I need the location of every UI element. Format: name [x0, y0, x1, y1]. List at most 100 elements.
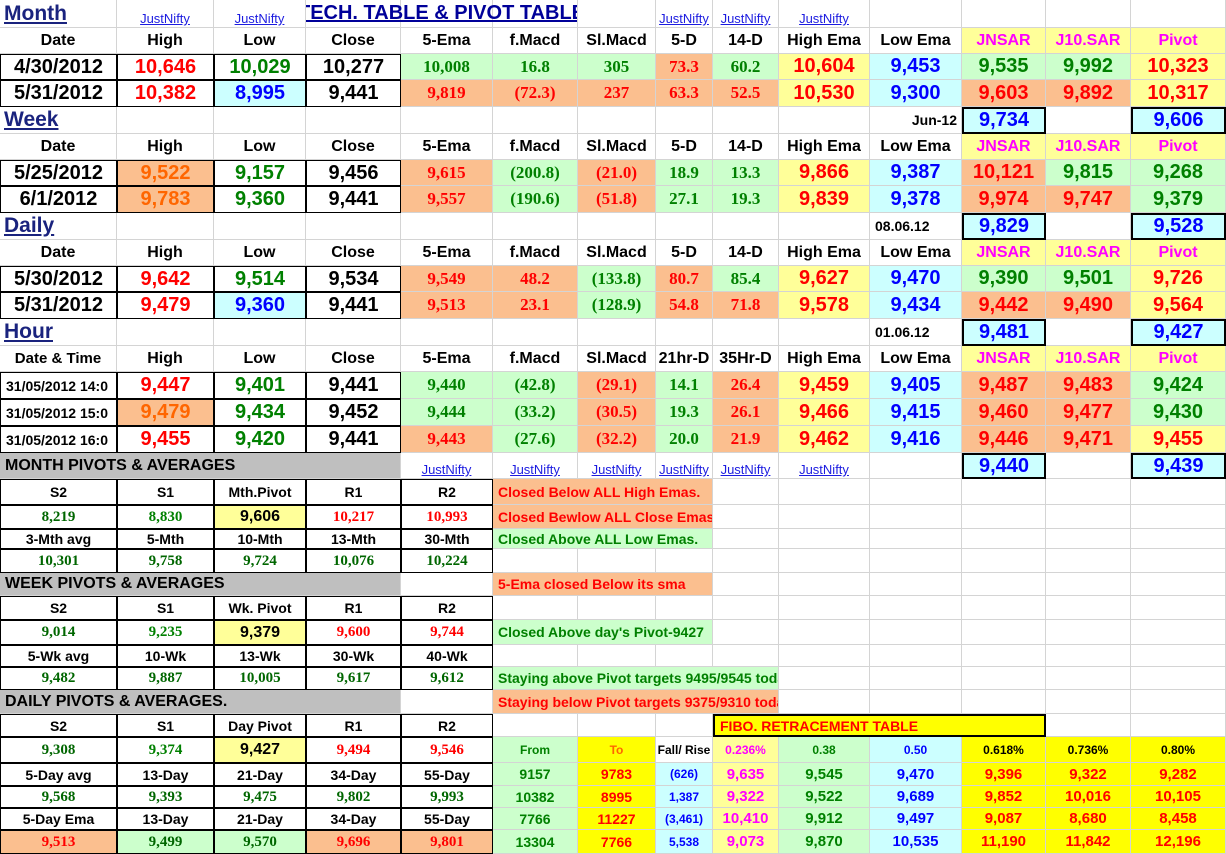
col-header-j10sar: J10.SAR: [1046, 240, 1131, 266]
grid-cell: [1046, 319, 1131, 346]
fibo-cell: 5,538: [656, 830, 713, 854]
fibo-header-3: 0.236%: [713, 737, 779, 763]
justnifty-link[interactable]: JustNifty: [656, 0, 713, 28]
cell-date: 5/31/2012: [0, 292, 117, 319]
col-header-pivot: Pivot: [1131, 346, 1226, 372]
col-header-jnsar: JNSAR: [962, 134, 1046, 160]
col-header-ema5: 5-Ema: [401, 346, 493, 372]
grid-cell: [1046, 596, 1131, 620]
daily-piv-v2-3: 9,802: [306, 786, 401, 808]
week-pivots-title: WEEK PIVOTS & AVERAGES: [0, 573, 401, 596]
col-header-fmacd: f.Macd: [493, 346, 578, 372]
fibo-header-0: From: [493, 737, 578, 763]
col-header-close: Close: [306, 28, 401, 54]
cell-highema: 9,578: [779, 292, 870, 319]
grid-cell: [493, 596, 578, 620]
week-piv-h1-0: S2: [0, 596, 117, 620]
col-header-highema: High Ema: [779, 28, 870, 54]
justnifty-link[interactable]: JustNifty: [713, 453, 779, 479]
col-header-highema: High Ema: [779, 240, 870, 266]
justnifty-link[interactable]: JustNifty: [779, 0, 870, 28]
daily-piv-h3-3: 34-Day: [306, 808, 401, 830]
grid-cell: [656, 319, 713, 346]
week-piv-h2-0: 5-Wk avg: [0, 645, 117, 667]
grid-cell: [401, 690, 493, 714]
col-header-fmacd: f.Macd: [493, 134, 578, 160]
justnifty-link[interactable]: JustNifty: [578, 453, 656, 479]
col-header-high: High: [117, 346, 214, 372]
justnifty-link[interactable]: JustNifty: [713, 0, 779, 28]
week-piv-h1-3: R1: [306, 596, 401, 620]
justnifty-link[interactable]: JustNifty: [656, 453, 713, 479]
cell-d5: 73.3: [656, 54, 713, 80]
week-piv-v2-0: 9,482: [0, 667, 117, 690]
col-header-jnsar: JNSAR: [962, 240, 1046, 266]
col-header-d5: 5-D: [656, 28, 713, 54]
cell-high: 9,447: [117, 372, 214, 399]
cell-d14: 60.2: [713, 54, 779, 80]
grid-cell: [493, 213, 578, 240]
cell-close: 9,441: [306, 80, 401, 107]
col-header-j10sar: J10.SAR: [1046, 346, 1131, 372]
cell-lowema: 9,470: [870, 266, 962, 292]
note-above-targets: Staying above Pivot targets 9495/9545 to…: [493, 667, 779, 690]
grid-cell: [1131, 549, 1226, 573]
cell-fmacd: (27.6): [493, 426, 578, 453]
grid-cell: [1131, 573, 1226, 596]
cell-d5: 20.0: [656, 426, 713, 453]
cell-fmacd: 48.2: [493, 266, 578, 292]
cell-lowema: 9,415: [870, 399, 962, 426]
col-header-ema5: 5-Ema: [401, 240, 493, 266]
month-piv-h2-2: 10-Mth: [214, 529, 306, 549]
justnifty-link[interactable]: JustNifty: [117, 0, 214, 28]
fibo-title: FIBO. RETRACEMENT TABLE: [713, 714, 1046, 737]
grid-cell: [117, 319, 214, 346]
daily-box-pivot: 9,528: [1131, 213, 1226, 240]
month-piv-h1-2: Mth.Pivot: [214, 479, 306, 505]
grid-cell: [713, 107, 779, 134]
fibo-cell: 9,912: [779, 808, 870, 830]
cell-j10sar: 9,501: [1046, 266, 1131, 292]
fibo-cell: 11227: [578, 808, 656, 830]
cell-highema: 10,530: [779, 80, 870, 107]
col-header-fmacd: f.Macd: [493, 240, 578, 266]
grid-cell: [578, 107, 656, 134]
justnifty-link[interactable]: JustNifty: [779, 453, 870, 479]
grid-cell: [962, 479, 1046, 505]
grid-cell: [401, 213, 493, 240]
fibo-cell: 8995: [578, 786, 656, 808]
fibo-cell: 11,842: [1046, 830, 1131, 854]
note-day-pivot: Closed Above day's Pivot-9427: [493, 620, 713, 645]
cell-j10sar: 9,892: [1046, 80, 1131, 107]
fibo-cell: 9,073: [713, 830, 779, 854]
grid-cell: [870, 549, 962, 573]
cell-fmacd: (33.2): [493, 399, 578, 426]
grid-cell: [401, 319, 493, 346]
cell-jnsar: 9,603: [962, 80, 1046, 107]
cell-close: 9,452: [306, 399, 401, 426]
cell-fmacd: 16.8: [493, 54, 578, 80]
cell-pivot: 9,455: [1131, 426, 1226, 453]
fibo-cell: 13304: [493, 830, 578, 854]
month-piv-v1-2: 9,606: [214, 505, 306, 529]
cell-lowema: 9,416: [870, 426, 962, 453]
cell-d14: 52.5: [713, 80, 779, 107]
week-piv-v2-1: 9,887: [117, 667, 214, 690]
grid-cell: [962, 620, 1046, 645]
week-piv-v1-0: 9,014: [0, 620, 117, 645]
fibo-header-1: To: [578, 737, 656, 763]
week-box-jnsar: 9,734: [962, 107, 1046, 134]
fibo-cell: 9,282: [1131, 763, 1226, 786]
section-week: Week: [0, 107, 117, 134]
justnifty-link[interactable]: JustNifty: [214, 0, 306, 28]
daily-piv-v2-1: 9,393: [117, 786, 214, 808]
cell-d5: 54.8: [656, 292, 713, 319]
fibo-header-5: 0.50: [870, 737, 962, 763]
cell-date: 4/30/2012: [0, 54, 117, 80]
week-piv-h2-3: 30-Wk: [306, 645, 401, 667]
justnifty-link[interactable]: JustNifty: [401, 453, 493, 479]
hour-box-label: 01.06.12: [870, 319, 962, 346]
justnifty-link[interactable]: JustNifty: [493, 453, 578, 479]
cell-slmacd: (29.1): [578, 372, 656, 399]
note-low-emas: Closed Above ALL Low Emas.: [493, 529, 713, 549]
